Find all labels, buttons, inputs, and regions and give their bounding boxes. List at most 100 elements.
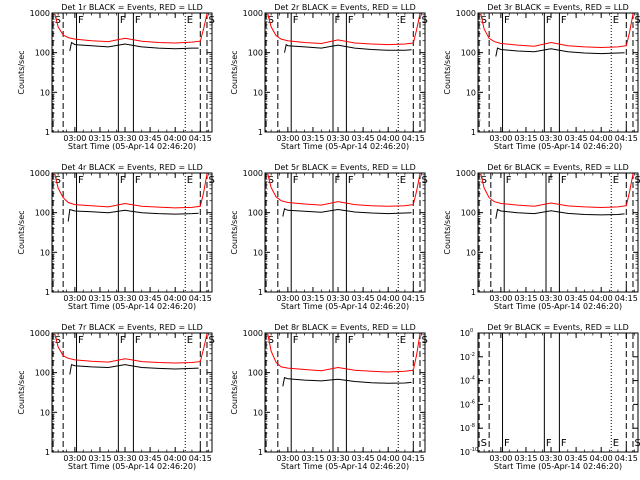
event-marker-label: F xyxy=(293,175,299,186)
x-axis-label: Start Time (05-Apr-14 02:46:20) xyxy=(494,142,622,151)
chart-panel: Det 5r BLACK = Events, RED = LLD 1 10 100 10… xyxy=(230,163,428,311)
x-tick-label: 03:00 xyxy=(63,294,86,303)
y-axis-label: Counts/sec xyxy=(230,210,239,254)
series-line xyxy=(284,43,412,53)
plot-frame xyxy=(51,12,213,133)
x-tick-label: 03:00 xyxy=(63,454,86,463)
plot-frame xyxy=(477,12,639,133)
chart-panel: Det 2r BLACK = Events, RED = LLD 1 10 100 10… xyxy=(230,3,428,151)
chart-title: Det 7r BLACK = Events, RED = LLD xyxy=(61,323,203,332)
series-line xyxy=(69,363,199,375)
event-marker-label: F xyxy=(293,15,299,26)
event-marker-label: F xyxy=(78,335,84,346)
chart-title: Det 1r BLACK = Events, RED = LLD xyxy=(61,3,203,12)
x-tick-label: 03:45 xyxy=(565,134,588,143)
series-line xyxy=(480,13,634,49)
x-tick-label: 03:00 xyxy=(489,454,512,463)
x-tick-label: 03:30 xyxy=(114,454,137,463)
y-tick-label: 1000 xyxy=(30,169,50,178)
event-marker-label: F xyxy=(348,15,354,26)
y-tick-label: 100 xyxy=(35,369,50,378)
x-tick-label: 03:15 xyxy=(88,134,111,143)
event-marker-label: F xyxy=(120,15,126,26)
chart-title: Det 3r BLACK = Events, RED = LLD xyxy=(487,3,629,12)
x-axis-label: Start Time (05-Apr-14 02:46:20) xyxy=(68,462,196,471)
x-tick-label: 03:30 xyxy=(327,454,350,463)
y-tick-label: 1 xyxy=(45,288,50,297)
event-marker-label: F xyxy=(335,15,341,26)
event-marker-label: F xyxy=(561,15,567,26)
plot-frame xyxy=(264,332,426,453)
series-line xyxy=(267,173,421,207)
y-tick-label: 10 xyxy=(253,88,263,97)
y-tick-label: 100 xyxy=(248,209,263,218)
event-marker-label: F xyxy=(293,335,299,346)
plot-frame xyxy=(477,172,639,293)
y-tick-label: 100 xyxy=(248,49,263,58)
y-tick-exponent: -10 xyxy=(470,447,478,453)
y-tick-label: 100 xyxy=(248,369,263,378)
y-tick-label: 10 xyxy=(460,377,470,386)
x-tick-label: 03:15 xyxy=(514,294,537,303)
y-tick-label: 10 xyxy=(40,88,50,97)
plot-frame xyxy=(51,172,213,293)
event-marker-label: E xyxy=(400,335,406,346)
chart-title: Det 9r BLACK = Events, RED = LLD xyxy=(487,323,629,332)
event-marker-label: E xyxy=(400,15,406,26)
event-marker-label: E xyxy=(613,175,619,186)
x-tick-label: 03:30 xyxy=(114,134,137,143)
x-tick-label: 04:00 xyxy=(377,134,400,143)
y-tick-label: 1000 xyxy=(243,169,263,178)
event-marker-label: S xyxy=(268,15,274,26)
x-tick-label: 03:30 xyxy=(327,294,350,303)
x-tick-label: 03:30 xyxy=(114,294,137,303)
event-marker-label: S xyxy=(421,335,427,346)
y-axis-label: Counts/sec xyxy=(17,210,26,254)
y-tick-label: 100 xyxy=(35,209,50,218)
series-line xyxy=(54,173,208,209)
y-tick-exponent: 0 xyxy=(470,328,473,334)
x-tick-label: 04:15 xyxy=(189,454,212,463)
series-line xyxy=(67,208,199,222)
event-marker-label: F xyxy=(78,175,84,186)
series-line xyxy=(282,208,412,217)
x-tick-label: 03:30 xyxy=(327,134,350,143)
x-tick-label: 03:45 xyxy=(139,134,162,143)
event-marker-label: F xyxy=(120,175,126,186)
y-tick-label: 10 xyxy=(460,400,470,409)
y-tick-label: 10 xyxy=(460,353,470,362)
y-tick-label: 10 xyxy=(460,448,470,457)
event-marker-label: F xyxy=(120,335,126,346)
x-tick-label: 03:15 xyxy=(88,294,111,303)
x-tick-label: 03:00 xyxy=(63,134,86,143)
x-tick-label: 04:15 xyxy=(615,454,638,463)
x-axis-label: Start Time (05-Apr-14 02:46:20) xyxy=(494,462,622,471)
chart-panel: Det 7r BLACK = Events, RED = LLD 1 10 100 10… xyxy=(17,323,215,471)
x-tick-label: 03:30 xyxy=(540,294,563,303)
event-marker-label: S xyxy=(55,335,61,346)
x-tick-label: 03:45 xyxy=(352,134,375,143)
x-tick-label: 03:15 xyxy=(514,134,537,143)
y-tick-label: 1 xyxy=(45,128,50,137)
event-marker-label: S xyxy=(634,438,640,449)
event-marker-label: E xyxy=(613,438,619,449)
event-marker-label: S xyxy=(55,175,61,186)
event-marker-label: F xyxy=(135,15,141,26)
x-tick-label: 03:30 xyxy=(540,454,563,463)
x-tick-label: 03:45 xyxy=(565,454,588,463)
x-tick-label: 04:15 xyxy=(615,294,638,303)
x-tick-label: 03:45 xyxy=(352,454,375,463)
x-tick-label: 04:15 xyxy=(189,294,212,303)
event-marker-label: S xyxy=(208,15,214,26)
event-marker-label: F xyxy=(135,335,141,346)
x-tick-label: 03:15 xyxy=(301,294,324,303)
y-tick-exponent: -8 xyxy=(470,423,475,429)
x-tick-label: 03:45 xyxy=(565,294,588,303)
x-tick-label: 04:00 xyxy=(164,454,187,463)
x-tick-label: 03:00 xyxy=(276,294,299,303)
y-tick-exponent: -4 xyxy=(470,376,475,382)
chart-panel: Det 8r BLACK = Events, RED = LLD 1 10 100 10… xyxy=(230,323,428,471)
y-tick-label: 100 xyxy=(35,49,50,58)
